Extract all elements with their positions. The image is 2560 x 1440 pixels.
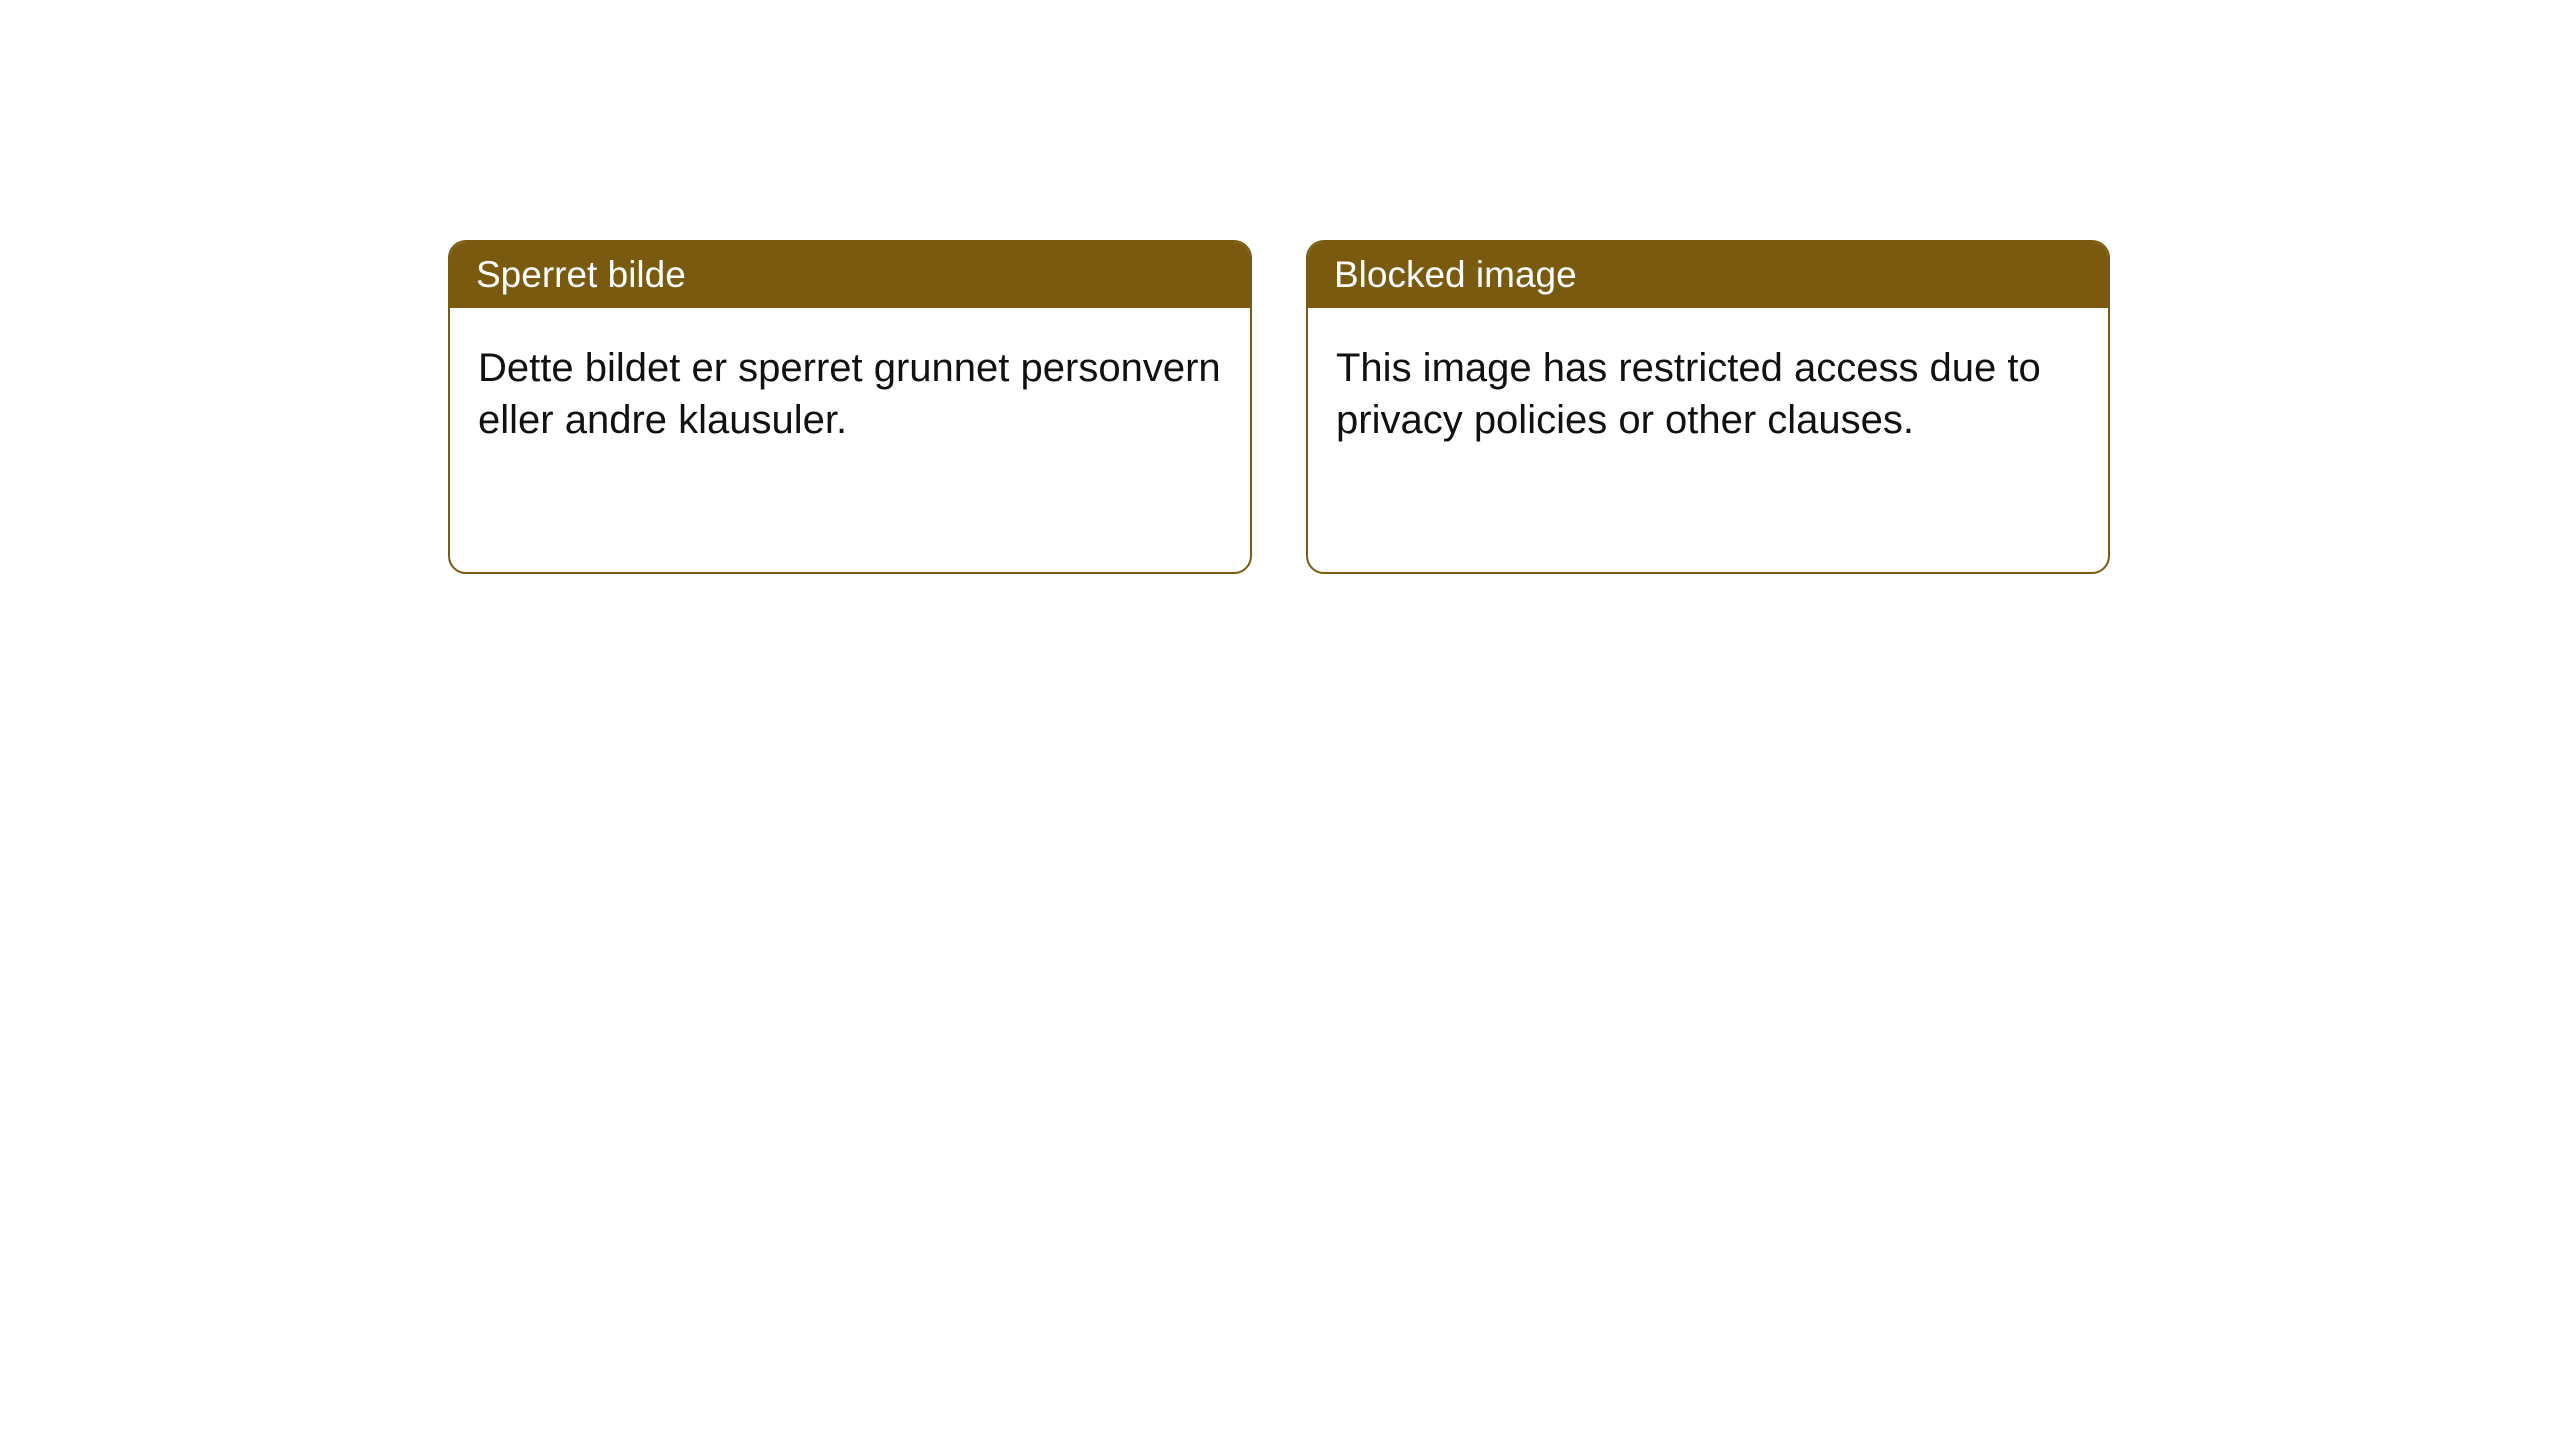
notice-card-norwegian: Sperret bilde Dette bildet er sperret gr… bbox=[448, 240, 1252, 574]
notice-body-norwegian: Dette bildet er sperret grunnet personve… bbox=[450, 308, 1250, 480]
notice-card-english: Blocked image This image has restricted … bbox=[1306, 240, 2110, 574]
notice-header-english: Blocked image bbox=[1308, 242, 2108, 308]
notice-header-norwegian: Sperret bilde bbox=[450, 242, 1250, 308]
notice-container: Sperret bilde Dette bildet er sperret gr… bbox=[0, 0, 2560, 574]
notice-body-english: This image has restricted access due to … bbox=[1308, 308, 2108, 480]
